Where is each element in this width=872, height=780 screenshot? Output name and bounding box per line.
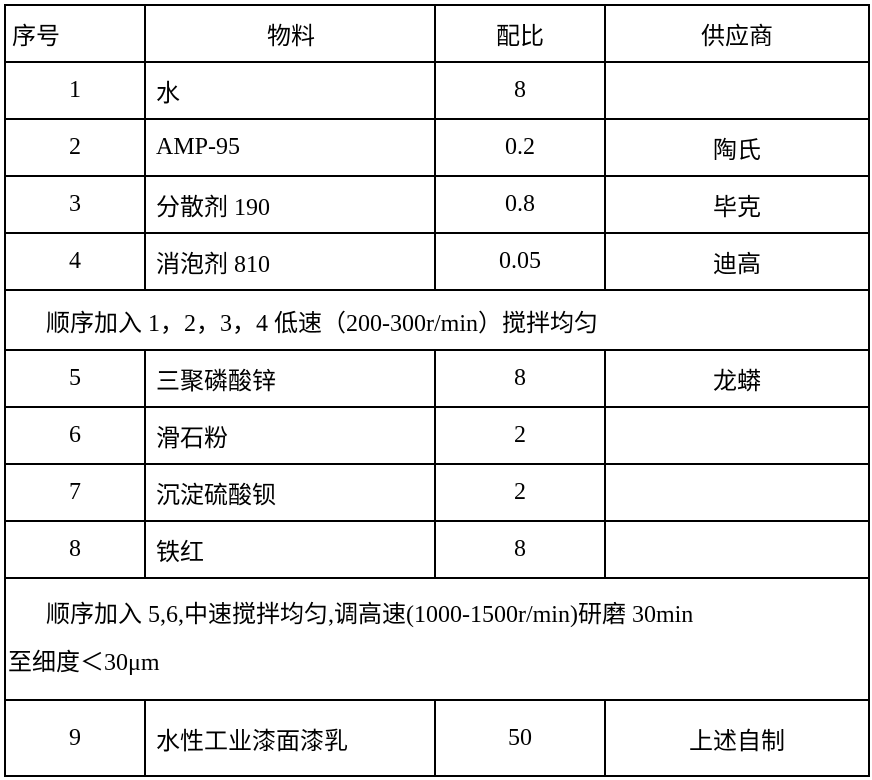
cell-ratio: 2	[435, 407, 605, 464]
table-row: 2 AMP-95 0.2 陶氏	[5, 119, 869, 176]
header-material: 物料	[145, 5, 435, 62]
table-row: 1 水 8	[5, 62, 869, 119]
cell-material: 分散剂 190	[145, 176, 435, 233]
table-row: 9 水性工业漆面漆乳 50 上述自制	[5, 700, 869, 776]
cell-material: 消泡剂 810	[145, 233, 435, 290]
cell-material: 滑石粉	[145, 407, 435, 464]
table-row: 6 滑石粉 2	[5, 407, 869, 464]
cell-ratio: 8	[435, 62, 605, 119]
cell-material: 水性工业漆面漆乳	[145, 700, 435, 776]
instruction-text-2: 顺序加入 5,6,中速搅拌均匀,调高速(1000-1500r/min)研磨 30…	[5, 578, 869, 700]
cell-ratio: 0.05	[435, 233, 605, 290]
cell-seq: 1	[5, 62, 145, 119]
header-seq: 序号	[5, 5, 145, 62]
cell-material: AMP-95	[145, 119, 435, 176]
cell-ratio: 0.8	[435, 176, 605, 233]
table-row: 3 分散剂 190 0.8 毕克	[5, 176, 869, 233]
cell-supplier	[605, 464, 869, 521]
cell-ratio: 0.2	[435, 119, 605, 176]
cell-seq: 4	[5, 233, 145, 290]
cell-material: 水	[145, 62, 435, 119]
cell-supplier: 毕克	[605, 176, 869, 233]
cell-supplier: 上述自制	[605, 700, 869, 776]
header-ratio: 配比	[435, 5, 605, 62]
table-row: 7 沉淀硫酸钡 2	[5, 464, 869, 521]
cell-ratio: 50	[435, 700, 605, 776]
cell-seq: 8	[5, 521, 145, 578]
cell-supplier	[605, 407, 869, 464]
cell-supplier	[605, 62, 869, 119]
cell-material: 三聚磷酸锌	[145, 350, 435, 407]
cell-ratio: 8	[435, 521, 605, 578]
header-supplier: 供应商	[605, 5, 869, 62]
cell-supplier: 迪高	[605, 233, 869, 290]
cell-seq: 3	[5, 176, 145, 233]
cell-supplier: 陶氏	[605, 119, 869, 176]
instruction-row: 顺序加入 5,6,中速搅拌均匀,调高速(1000-1500r/min)研磨 30…	[5, 578, 869, 700]
table-row: 5 三聚磷酸锌 8 龙蟒	[5, 350, 869, 407]
cell-material: 铁红	[145, 521, 435, 578]
cell-seq: 5	[5, 350, 145, 407]
cell-supplier	[605, 521, 869, 578]
cell-seq: 9	[5, 700, 145, 776]
table-row: 4 消泡剂 810 0.05 迪高	[5, 233, 869, 290]
cell-seq: 2	[5, 119, 145, 176]
cell-ratio: 2	[435, 464, 605, 521]
instruction-line1: 顺序加入 5,6,中速搅拌均匀,调高速(1000-1500r/min)研磨 30…	[46, 602, 693, 628]
cell-material: 沉淀硫酸钡	[145, 464, 435, 521]
material-table: 序号 物料 配比 供应商 1 水 8 2 AMP-95 0.2 陶氏 3 分散剂…	[4, 4, 870, 777]
cell-seq: 7	[5, 464, 145, 521]
instruction-text: 顺序加入 1，2，3，4 低速（200-300r/min）搅拌均匀	[5, 290, 869, 350]
instruction-row: 顺序加入 1，2，3，4 低速（200-300r/min）搅拌均匀	[5, 290, 869, 350]
table-row: 8 铁红 8	[5, 521, 869, 578]
table-header-row: 序号 物料 配比 供应商	[5, 5, 869, 62]
instruction-line2: 至细度＜30μm	[8, 639, 860, 687]
cell-supplier: 龙蟒	[605, 350, 869, 407]
cell-ratio: 8	[435, 350, 605, 407]
cell-seq: 6	[5, 407, 145, 464]
